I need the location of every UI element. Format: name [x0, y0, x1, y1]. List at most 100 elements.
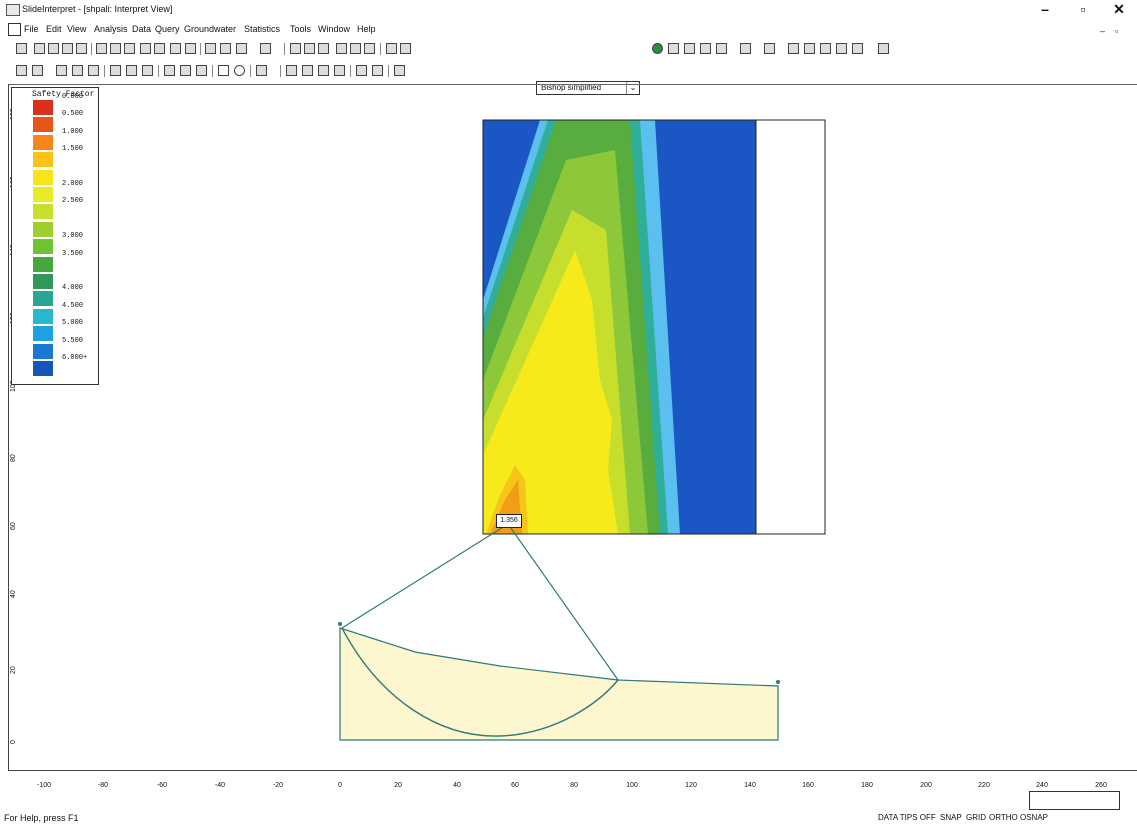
- pen-icon[interactable]: [164, 65, 175, 76]
- all-surfaces-icon[interactable]: [684, 43, 695, 54]
- table-view-icon[interactable]: [72, 65, 83, 76]
- menu-edit[interactable]: Edit: [46, 24, 62, 34]
- window-split-icon[interactable]: [220, 43, 231, 54]
- zoom-in-icon[interactable]: [304, 43, 315, 54]
- menu-analysis[interactable]: Analysis: [94, 24, 128, 34]
- zoom-previous-icon[interactable]: [386, 43, 397, 54]
- open-icon[interactable]: [16, 43, 27, 54]
- canvas-top-border: [8, 84, 1137, 85]
- draw-line-icon[interactable]: [852, 43, 863, 54]
- fill-icon[interactable]: [256, 65, 267, 76]
- slope-angle-icon[interactable]: [318, 65, 329, 76]
- x-tick: 100: [626, 782, 638, 789]
- x-tick: 220: [978, 782, 990, 789]
- table-icon[interactable]: [110, 43, 121, 54]
- water-table-icon[interactable]: [356, 65, 367, 76]
- ortho-toggle[interactable]: ORTHO: [989, 813, 1018, 822]
- menu-tools[interactable]: Tools: [290, 24, 312, 34]
- grid-toggle[interactable]: GRID: [966, 813, 986, 822]
- zoom-window-icon[interactable]: [336, 43, 347, 54]
- graph-icon[interactable]: [170, 43, 181, 54]
- data-tips-toggle[interactable]: DATA TIPS OFF: [878, 813, 936, 822]
- zoom-slope-icon[interactable]: [400, 43, 411, 54]
- probe-icon[interactable]: [820, 43, 831, 54]
- arrow-line-icon[interactable]: [126, 65, 137, 76]
- info-viewer-icon[interactable]: [836, 43, 847, 54]
- zoom-out-icon[interactable]: [318, 43, 329, 54]
- redo-icon[interactable]: [260, 43, 271, 54]
- frame-icon[interactable]: [32, 65, 43, 76]
- slope-vertex-right[interactable]: [776, 680, 780, 684]
- triangle-icon[interactable]: [286, 65, 297, 76]
- grid-contours-icon[interactable]: [804, 43, 815, 54]
- pan-icon[interactable]: [364, 43, 375, 54]
- filter-surfaces-icon[interactable]: [700, 43, 711, 54]
- print-icon[interactable]: [62, 43, 73, 54]
- menu-query[interactable]: Query: [155, 24, 180, 34]
- export-icon[interactable]: [76, 43, 87, 54]
- show-slices-icon[interactable]: [716, 43, 727, 54]
- query-slice-icon[interactable]: [764, 43, 775, 54]
- zoom-extents-icon[interactable]: [350, 43, 361, 54]
- print-preview-icon[interactable]: [48, 43, 59, 54]
- grid-view-icon[interactable]: [56, 65, 67, 76]
- mdi-minimize-button[interactable]: –: [1100, 26, 1106, 36]
- legend-swatch: [33, 204, 53, 220]
- snap-toggle[interactable]: SNAP: [940, 813, 962, 822]
- contours-icon[interactable]: [788, 43, 799, 54]
- menu-window[interactable]: Window: [318, 24, 351, 34]
- filter-icon[interactable]: [185, 43, 196, 54]
- zoom-all-icon[interactable]: [290, 43, 301, 54]
- x-tick: 40: [453, 782, 461, 789]
- angle-icon[interactable]: [302, 65, 313, 76]
- undo-icon[interactable]: [236, 43, 247, 54]
- arc-icon[interactable]: [180, 65, 191, 76]
- window-title: SlideInterpret - [shpali: Interpret View…: [22, 4, 173, 14]
- menu-file[interactable]: File: [24, 24, 39, 34]
- menu-view[interactable]: View: [67, 24, 87, 34]
- critical-slip-surface[interactable]: [341, 627, 619, 737]
- slope-vertex-left[interactable]: [338, 622, 342, 626]
- tile-view-icon[interactable]: [88, 65, 99, 76]
- coordinate-box: [1029, 791, 1120, 810]
- copy-icon[interactable]: [154, 43, 165, 54]
- min-surfaces-icon[interactable]: [668, 43, 679, 54]
- slope-geometry[interactable]: [339, 627, 779, 741]
- measure-angle-icon[interactable]: [334, 65, 345, 76]
- layout-icon[interactable]: [16, 65, 27, 76]
- menu-statistics[interactable]: Statistics: [244, 24, 281, 34]
- layers-icon[interactable]: [124, 43, 135, 54]
- x-tick: 180: [861, 782, 873, 789]
- text-box-icon[interactable]: [372, 65, 383, 76]
- dimension-icon[interactable]: [142, 65, 153, 76]
- chart-icon[interactable]: [140, 43, 151, 54]
- properties-icon[interactable]: [394, 65, 405, 76]
- close-button[interactable]: ✕: [1113, 1, 1125, 17]
- x-tick: 140: [744, 782, 756, 789]
- mdi-restore-button[interactable]: ▫: [1115, 26, 1119, 36]
- window-tile-icon[interactable]: [205, 43, 216, 54]
- osnap-toggle[interactable]: OSNAP: [1020, 813, 1049, 822]
- slice-data-icon[interactable]: [740, 43, 751, 54]
- restore-button[interactable]: ▫: [1080, 1, 1086, 17]
- menu-groundwater[interactable]: Groundwater: [184, 24, 237, 34]
- safety-factor-legend[interactable]: Safety Factor 0.000 0.500 1.000 1.500 2.000 2…: [11, 87, 99, 385]
- x-tick: -20: [272, 782, 284, 789]
- polyline-icon[interactable]: [196, 65, 207, 76]
- rectangle-icon[interactable]: [218, 65, 229, 76]
- line-icon[interactable]: [110, 65, 121, 76]
- report-icon[interactable]: [96, 43, 107, 54]
- ellipse-icon[interactable]: [234, 65, 245, 76]
- min-safety-factor-label[interactable]: 1.356: [496, 514, 522, 528]
- save-icon[interactable]: [34, 43, 45, 54]
- minimize-button[interactable]: –: [1041, 1, 1049, 17]
- menu-help[interactable]: Help: [357, 24, 376, 34]
- x-tick: 60: [511, 782, 519, 789]
- legend-label: 5.500: [62, 336, 84, 345]
- global-minimum-icon[interactable]: [652, 43, 663, 54]
- chevron-down-icon[interactable]: ⌄: [626, 82, 639, 94]
- text-tool-icon[interactable]: [878, 43, 889, 54]
- menu-data[interactable]: Data: [132, 24, 152, 34]
- legend-label: 2.000: [62, 180, 84, 188]
